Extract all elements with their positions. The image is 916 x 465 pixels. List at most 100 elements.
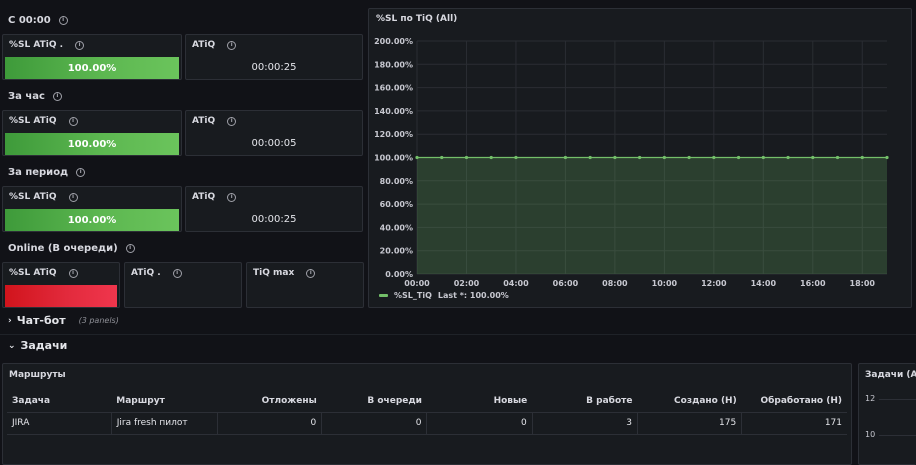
routes-panel: Маршруты Задача Маршрут Отложены В очере… [2, 363, 852, 465]
x-tick-label: 08:00 [602, 279, 628, 288]
routes-table: Задача Маршрут Отложены В очереди Новые … [7, 390, 847, 435]
row-chatbot[interactable]: › Чат-бот (3 panels) [8, 314, 119, 327]
table-cell: Jira fresh пилот [111, 412, 218, 435]
tasks-chart-title: Задачи (All [865, 370, 916, 380]
data-point [736, 155, 741, 160]
sl-atiq-period-panel: %SL ATiQ i 100.00% [2, 186, 182, 232]
column-header[interactable]: Маршрут [111, 390, 218, 413]
sl-tiq-chart-panel: %SL по TiQ (All) 0.00% 20.00% 40.00% 60.00%… [368, 8, 912, 308]
data-point [638, 155, 642, 160]
sl-tiq-chart: 0.00% 20.00% 40.00% 60.00% 80.00% 100.00% 120.… [374, 37, 889, 288]
column-header[interactable]: Отложены [217, 390, 322, 413]
info-icon[interactable]: i [227, 192, 237, 202]
atiq-hour-panel: ATiQ i 00:00:05 [185, 110, 363, 156]
x-tick-label: 18:00 [850, 279, 876, 288]
sl-value-bar: 100.00% [5, 57, 179, 79]
info-icon[interactable]: i [227, 40, 237, 50]
row-tasks[interactable]: ⌄ Задачи [8, 339, 68, 352]
group-title-since: С 00:00 i [8, 12, 68, 28]
data-point [687, 155, 691, 160]
info-icon[interactable]: i [52, 91, 62, 101]
y-tick-label: 200.00% [374, 37, 413, 46]
x-tick-label: 02:00 [454, 279, 480, 288]
atiq-since-panel: ATiQ i 00:00:25 [185, 34, 363, 80]
sl-online-bar [5, 285, 117, 307]
column-header[interactable]: Новые [426, 390, 533, 413]
sl-value-bar: 100.00% [5, 133, 179, 155]
info-icon[interactable]: i [68, 116, 78, 126]
table-cell: 3 [532, 412, 638, 435]
column-header[interactable]: В очереди [321, 390, 427, 413]
series-area [417, 157, 887, 274]
chart-title: %SL по TiQ (All) [376, 14, 458, 24]
info-icon[interactable]: i [58, 15, 68, 25]
chart-legend[interactable]: %SL_TiQ Last *: 100.00% [379, 291, 509, 300]
tasks-chart-panel: Задачи (All 12 10 [858, 363, 916, 465]
y-tick-label: 120.00% [374, 130, 413, 139]
table-cell: 0 [426, 412, 533, 435]
legend-last-value: Last *: 100.00% [437, 291, 509, 300]
x-tick-label: 00:00 [404, 279, 430, 288]
column-header[interactable]: Задача [7, 390, 112, 413]
data-point [613, 155, 617, 160]
group-title-hour: За час i [8, 88, 62, 104]
table-cell: 0 [217, 412, 323, 435]
column-header[interactable]: Создано (Н) [637, 390, 742, 413]
group-title-online: Online (В очереди) i [8, 240, 135, 256]
info-icon[interactable]: i [75, 40, 85, 50]
data-point [860, 155, 864, 160]
atiq-value: 00:00:25 [251, 214, 297, 225]
data-point [514, 155, 518, 160]
info-icon[interactable]: i [125, 243, 135, 253]
data-point [786, 155, 790, 160]
y-tick-label: 140.00% [374, 107, 413, 116]
info-icon[interactable]: i [172, 268, 182, 278]
y-tick-label: 12 [865, 394, 876, 403]
chevron-down-icon: ⌄ [8, 340, 16, 351]
info-icon[interactable]: i [68, 192, 78, 202]
x-tick-label: 04:00 [503, 279, 529, 288]
data-point [662, 155, 666, 160]
column-header[interactable]: В работе [532, 390, 638, 413]
data-point [489, 155, 493, 160]
data-point [588, 155, 592, 160]
atiq-value: 00:00:25 [251, 62, 297, 73]
data-point [415, 155, 419, 160]
info-icon[interactable]: i [76, 167, 86, 177]
y-tick-label: 80.00% [380, 177, 413, 186]
tiq-max-online-panel: TiQ max i [246, 262, 364, 308]
x-tick-label: 10:00 [652, 279, 678, 288]
data-point [440, 155, 444, 160]
x-tick-label: 14:00 [751, 279, 777, 288]
atiq-online-panel: ATiQ .i [124, 262, 242, 308]
y-tick-label: 20.00% [380, 247, 413, 256]
column-header[interactable]: Обработано (Н) [741, 390, 847, 413]
y-tick-label: 40.00% [380, 223, 413, 232]
data-point [811, 155, 815, 160]
y-tick-label: 180.00% [374, 60, 413, 69]
table-cell: JIRA [7, 412, 112, 435]
x-tick-label: 06:00 [553, 279, 579, 288]
x-tick-label: 12:00 [701, 279, 727, 288]
table-row: JIRA Jira fresh пилот 0 0 0 3 175 171 [7, 412, 847, 435]
data-point [563, 155, 568, 160]
sl-atiq-since-panel: %SL ATiQ .i 100.00% [2, 34, 182, 80]
y-tick-label: 0.00% [385, 270, 413, 279]
info-icon[interactable]: i [306, 268, 316, 278]
info-icon[interactable]: i [68, 268, 78, 278]
y-tick-label: 10 [865, 430, 876, 439]
atiq-value: 00:00:05 [251, 138, 297, 149]
data-point [712, 155, 716, 160]
atiq-period-panel: ATiQ i 00:00:25 [185, 186, 363, 232]
grid-line [879, 399, 916, 400]
sl-value-bar: 100.00% [5, 209, 179, 231]
legend-label: %SL_TiQ [394, 291, 432, 300]
data-point [761, 155, 765, 160]
legend-swatch [379, 294, 388, 297]
table-cell: 0 [321, 412, 428, 435]
info-icon[interactable]: i [227, 116, 237, 126]
x-tick-label: 16:00 [800, 279, 826, 288]
data-point [464, 155, 469, 160]
sl-atiq-online-panel: %SL ATiQ i [2, 262, 120, 308]
data-point [885, 155, 889, 160]
